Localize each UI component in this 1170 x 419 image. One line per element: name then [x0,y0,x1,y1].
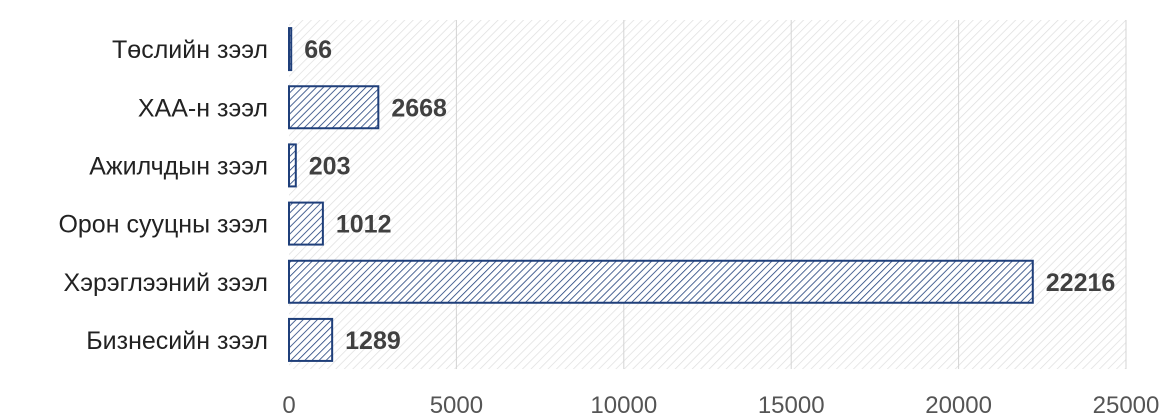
bar [288,201,324,246]
category-label: Хэрэглээний зээл [64,269,268,297]
bar [288,143,297,188]
data-label: 203 [309,152,351,180]
data-label: 2668 [391,94,447,122]
data-label: 22216 [1046,269,1116,297]
x-tick-label: 20000 [925,392,992,419]
x-axis-tick-labels: 0 5000 10000 15000 20000 25000 [282,392,1159,419]
bars [288,27,1034,362]
plot-background [289,20,1126,369]
bar [288,317,334,362]
data-label: 1289 [345,327,401,355]
category-label: Орон сууцны зээл [58,211,268,239]
x-tick-label: 25000 [1093,392,1160,419]
category-label: Бизнесийн зээл [86,327,268,355]
data-label: 1012 [336,211,392,239]
x-tick-label: 10000 [590,392,657,419]
category-label: ХАА-н зээл [138,94,268,122]
x-tick-label: 15000 [758,392,825,419]
plot-area [289,20,1126,369]
category-labels: Төслийн зээл ХАА-н зээл Ажилчдын зээл Орон … [58,36,268,355]
data-labels: 66 2668 203 1012 22216 1289 [304,36,1115,355]
x-tick-label: 0 [282,392,295,419]
gridlines [455,20,1127,369]
data-label: 66 [304,36,332,64]
bar [288,259,1034,304]
category-label: Ажилчдын зээл [89,152,268,180]
category-label: Төслийн зээл [112,36,268,64]
x-tick-label: 5000 [430,392,483,419]
bar [288,27,293,72]
bar [288,85,380,130]
